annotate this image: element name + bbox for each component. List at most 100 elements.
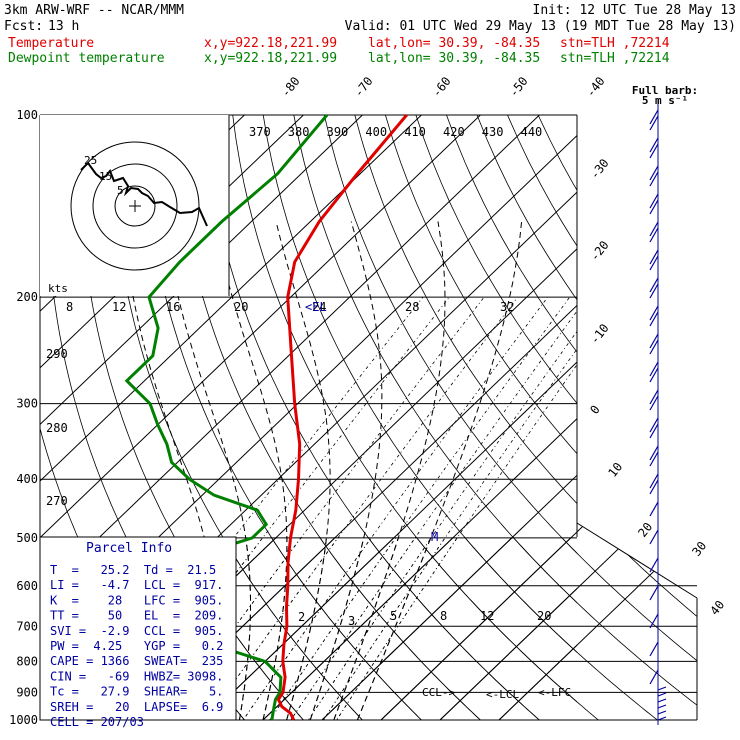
- pressure-label: 600: [16, 579, 38, 593]
- wind-barb: [649, 165, 659, 181]
- dry-adiabat: [537, 115, 577, 191]
- pressure-label: 1000: [9, 713, 38, 727]
- isotherm-line: [321, 523, 697, 720]
- wind-barb: [657, 704, 667, 709]
- isotherm-label: -20: [587, 238, 611, 264]
- isotherm-label: 10: [605, 460, 625, 480]
- mixing-ratio-line: [269, 296, 571, 720]
- ccl-marker: CCL->: [422, 686, 455, 699]
- parcel-info-row: CIN = -69 HWBZ= 3098.: [50, 669, 223, 683]
- mixing-ratio-line: [323, 348, 577, 720]
- dry-adiabat: [446, 523, 697, 720]
- wind-barb: [649, 641, 659, 657]
- isotherm-line: [0, 115, 8, 720]
- dewpoint-latlon: lat,lon= 30.39, -84.35: [368, 51, 540, 66]
- dry-adiabat: [110, 523, 376, 720]
- isotherm-line: [40, 115, 363, 426]
- wind-barb: [649, 389, 659, 405]
- mixing-ratio-label: 12: [112, 300, 126, 314]
- isotherm-label: -40: [583, 74, 607, 100]
- temperature-station: stn=TLH ,72214: [560, 36, 670, 51]
- wind-barb: [649, 115, 659, 131]
- mixing-ratio-label-low: 20: [537, 609, 551, 623]
- mixing-ratio-line: [206, 296, 518, 720]
- wind-barb: [649, 417, 659, 433]
- dry-adiabat: [507, 523, 697, 720]
- isotherm-label: 40: [707, 598, 727, 618]
- wind-barb: [649, 221, 659, 237]
- isotherm-label: -50: [506, 74, 530, 100]
- mixing-ratio-label-low: 8: [440, 609, 447, 623]
- isotherm-label: 0: [587, 403, 602, 417]
- wind-barb: [657, 692, 667, 697]
- wind-barb: [649, 255, 659, 271]
- wind-barb: [649, 395, 659, 411]
- theta-left-label: 290: [46, 347, 68, 361]
- wind-barb: [649, 501, 659, 517]
- moist-adiabat: [275, 523, 331, 720]
- mixing-ratio-label: 8: [66, 300, 73, 314]
- dewpoint-profile: [96, 114, 329, 721]
- wind-barb: [649, 479, 659, 495]
- dry-adiabat: [0, 115, 16, 733]
- dry-adiabat: [476, 523, 697, 720]
- theta-left-label: 280: [46, 421, 68, 435]
- mixing-ratio-label: 28: [405, 300, 419, 314]
- m-marker: M: [431, 530, 438, 544]
- isotherm-label: -70: [351, 74, 375, 100]
- isotherm-label: 30: [689, 539, 709, 559]
- valid-time: Valid: 01 UTC Wed 29 May 13 (19 MDT Tue …: [345, 19, 736, 34]
- isotherm-label: -10: [587, 321, 611, 347]
- parcel-info-row: SVI = -2.9 CCL = 905.: [50, 624, 223, 638]
- dewpoint-station: stn=TLH ,72214: [560, 51, 670, 66]
- isotherm-line: [0, 115, 8, 720]
- dry-adiabat: [354, 115, 577, 505]
- isotherm-label: -60: [429, 74, 453, 100]
- right-slant-line: [576, 522, 698, 599]
- wind-barb: [649, 283, 659, 299]
- mixing-ratio-label-low: 3: [348, 614, 355, 628]
- dry-adiabat: [201, 523, 555, 720]
- dry-adiabat: [476, 115, 577, 301]
- hodograph-ring-inner: [114, 185, 156, 227]
- mixing-ratio-label: 16: [166, 300, 180, 314]
- mixing-ratio-line: [260, 523, 571, 720]
- dry-adiabat: [415, 115, 577, 404]
- parcel-info-row: K = 28 LFC = 905.: [50, 593, 223, 607]
- parcel-info-title: Parcel Info: [86, 541, 172, 556]
- isotherm-line: [321, 474, 577, 720]
- wind-barb: [649, 669, 659, 685]
- dry-adiabat: [293, 115, 577, 604]
- isotherm-line: [439, 523, 697, 720]
- wind-barb: [649, 311, 659, 327]
- parcel-info-row: TT = 50 EL = 209.: [50, 609, 223, 623]
- dry-adiabat: [354, 523, 697, 720]
- theta-label: 380: [288, 125, 310, 139]
- wind-barb: [649, 473, 659, 489]
- hodograph: 5 15 25 kts: [40, 115, 230, 296]
- pressure-label: 700: [16, 619, 38, 633]
- dry-adiabat: [171, 523, 495, 720]
- mixing-ratio-label: 20: [234, 300, 248, 314]
- temperature-profile: [276, 114, 408, 721]
- hodograph-ring-label-5: 5: [117, 184, 124, 197]
- wind-barbs: [649, 100, 667, 725]
- wind-barb: [649, 333, 659, 349]
- moist-adiabat: [213, 523, 288, 720]
- wind-barb: [649, 361, 659, 377]
- wind-barb: [657, 698, 667, 703]
- parcel-info-row: Tc = 27.9 SHEAR= 5.: [50, 685, 223, 699]
- wind-barb: [649, 613, 659, 629]
- theta-label: 420: [443, 125, 465, 139]
- hodograph-ring-outer: [70, 141, 200, 271]
- wind-barb: [657, 686, 667, 691]
- parcel-info-row: PW = 4.25 YGP = 0.2: [50, 639, 223, 653]
- isotherm-line: [380, 531, 577, 720]
- mixing-ratio-label: 32: [500, 300, 514, 314]
- mixing-ratio-line: [281, 523, 588, 720]
- mixing-ratio-line: [197, 523, 518, 720]
- pressure-label: 800: [16, 654, 38, 668]
- wind-barb: [649, 339, 659, 355]
